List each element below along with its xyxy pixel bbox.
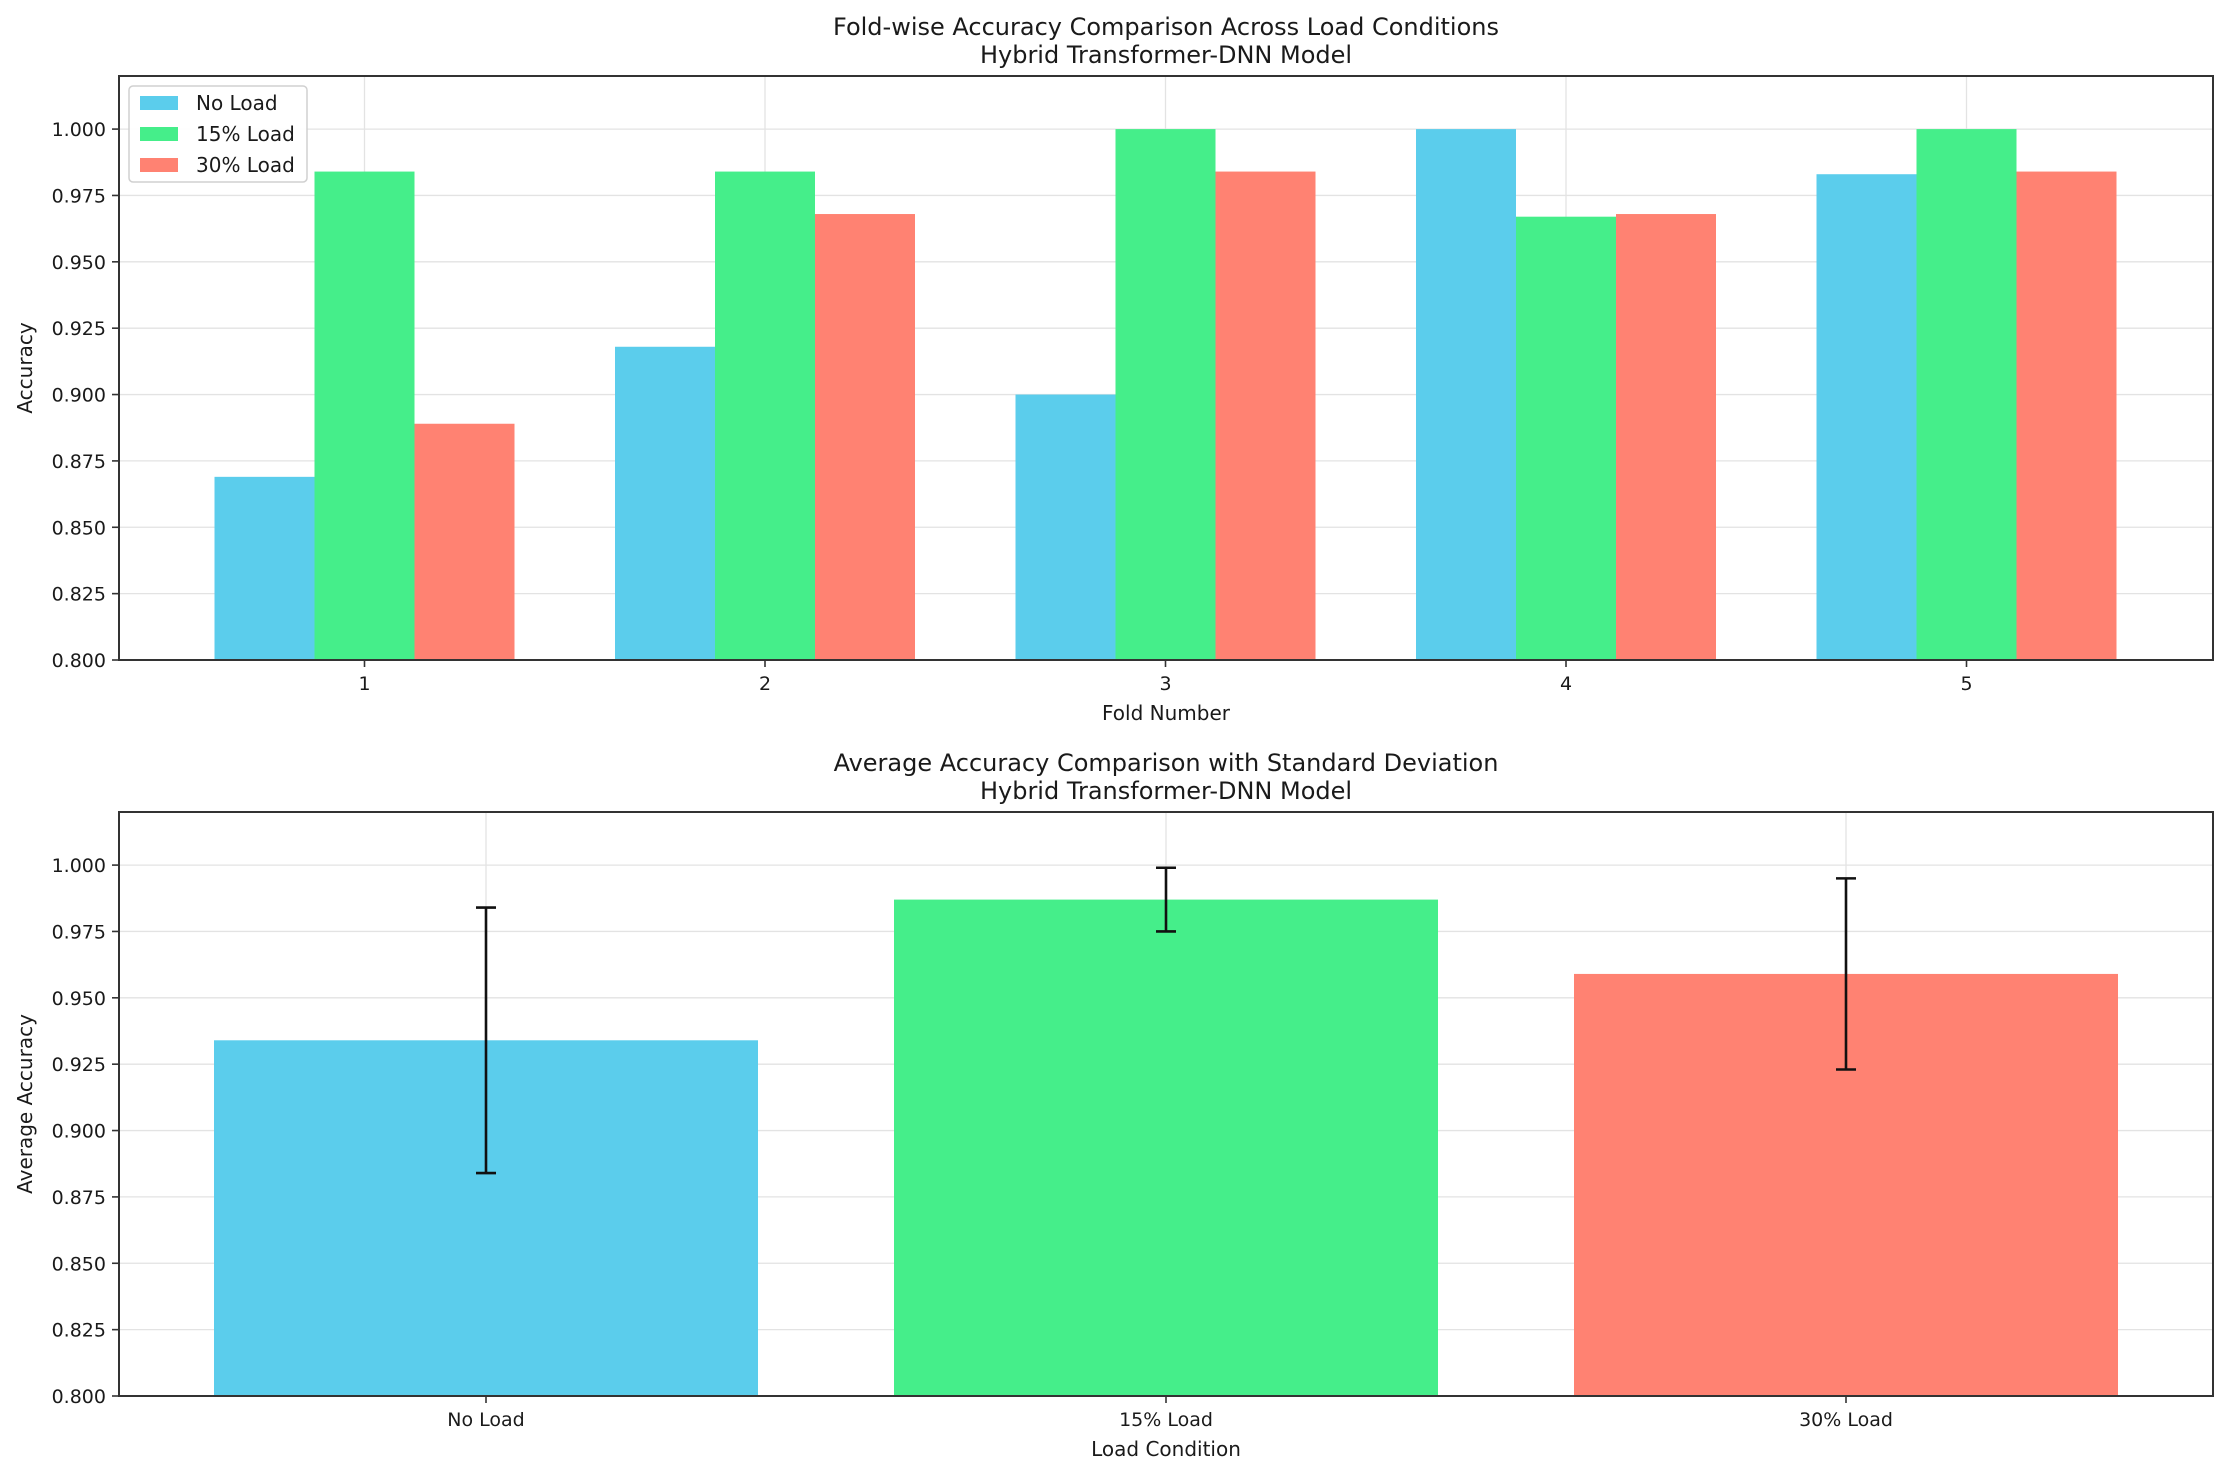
bar-fold-5-15-load	[1916, 129, 2017, 660]
x-tick-fold-1: 1	[358, 673, 370, 695]
chart1-bars	[214, 129, 2117, 660]
chart1-y-axis-label: Accuracy	[13, 322, 37, 413]
legend-label-no-load: No Load	[196, 91, 278, 115]
chart2-y-tick-label: 0.875	[52, 1187, 106, 1209]
x-tick-no-load: No Load	[447, 1409, 524, 1431]
bar-fold-4-no-load	[1416, 129, 1516, 660]
bar-fold-3-15-load	[1115, 129, 1216, 660]
chart1-legend: No Load 15% Load 30% Load	[128, 85, 308, 183]
chart2-y-tick-label: 0.975	[52, 921, 106, 943]
chart1-y-tick-label: 0.900	[52, 385, 106, 407]
chart2-y-tick-label: 0.900	[52, 1121, 106, 1143]
chart2-y-tick-label: 0.950	[52, 988, 106, 1010]
bar-fold-1-30-load	[414, 423, 515, 660]
bar-15-load	[894, 899, 1438, 1396]
chart1-y-tick-label: 0.950	[52, 252, 106, 274]
chart2-title: Average Accuracy Comparison with Standar…	[834, 749, 1499, 777]
bar-fold-4-15-load	[1516, 216, 1616, 660]
x-tick-30-load: 30% Load	[1799, 1409, 1893, 1431]
bar-fold-1-no-load	[214, 476, 315, 660]
chart2-x-axis: No Load 15% Load 30% Load	[447, 1396, 1893, 1431]
chart1-x-axis-label: Fold Number	[1102, 701, 1231, 725]
chart2-y-axis: 0.800 0.825 0.850 0.875 0.900 0.925 0.950 0.975…	[52, 855, 119, 1408]
legend-label-30-load: 30% Load	[196, 153, 295, 177]
legend-swatch-15-load	[140, 127, 178, 141]
average-accuracy-chart: Average Accuracy Comparison with Standar…	[13, 749, 2214, 1461]
chart2-subtitle: Hybrid Transformer-DNN Model	[980, 777, 1352, 805]
legend-swatch-no-load	[140, 96, 178, 110]
chart1-x-axis: 1 2 3 4 5	[358, 660, 1973, 695]
legend-label-15-load: 15% Load	[196, 122, 295, 146]
chart1-y-tick-label: 0.975	[52, 185, 106, 207]
bar-fold-2-15-load	[715, 171, 815, 660]
chart1-y-tick-label: 0.800	[52, 650, 106, 672]
chart2-y-tick-label: 0.850	[52, 1253, 106, 1275]
x-tick-15-load: 15% Load	[1119, 1409, 1213, 1431]
chart1-y-axis: 0.800 0.825 0.850 0.875 0.900 0.925 0.950 0.975…	[52, 119, 119, 672]
bar-fold-3-no-load	[1015, 394, 1116, 660]
chart1-subtitle: Hybrid Transformer-DNN Model	[980, 41, 1352, 69]
chart1-y-tick-label: 0.825	[52, 584, 106, 606]
x-tick-fold-2: 2	[759, 673, 771, 695]
bar-fold-2-30-load	[815, 214, 915, 660]
chart2-bars	[214, 899, 2118, 1396]
chart2-x-axis-label: Load Condition	[1091, 1437, 1241, 1461]
chart2-y-tick-label: 1.000	[52, 855, 106, 877]
bar-fold-2-no-load	[615, 346, 715, 660]
foldwise-accuracy-chart: Fold-wise Accuracy Comparison Across Loa…	[13, 13, 2214, 725]
x-tick-fold-4: 4	[1560, 673, 1572, 695]
chart2-y-axis-label: Average Accuracy	[13, 1014, 37, 1194]
bar-fold-1-15-load	[314, 171, 415, 660]
x-tick-fold-5: 5	[1960, 673, 1972, 695]
bar-fold-4-30-load	[1616, 214, 1716, 660]
chart2-y-tick-label: 0.800	[52, 1386, 106, 1408]
bar-fold-5-30-load	[2016, 171, 2117, 660]
chart2-y-tick-label: 0.925	[52, 1054, 106, 1076]
chart1-y-tick-label: 0.875	[52, 451, 106, 473]
chart1-y-tick-label: 0.925	[52, 318, 106, 340]
x-tick-fold-3: 3	[1159, 673, 1171, 695]
legend-swatch-30-load	[140, 158, 178, 172]
chart1-y-tick-label: 1.000	[52, 119, 106, 141]
bar-fold-3-30-load	[1215, 171, 1316, 660]
chart1-title: Fold-wise Accuracy Comparison Across Loa…	[833, 13, 1499, 41]
chart2-error-bars	[476, 866, 1856, 1175]
bar-fold-5-no-load	[1816, 174, 1917, 660]
chart2-y-tick-label: 0.825	[52, 1320, 106, 1342]
chart1-y-tick-label: 0.850	[52, 517, 106, 539]
